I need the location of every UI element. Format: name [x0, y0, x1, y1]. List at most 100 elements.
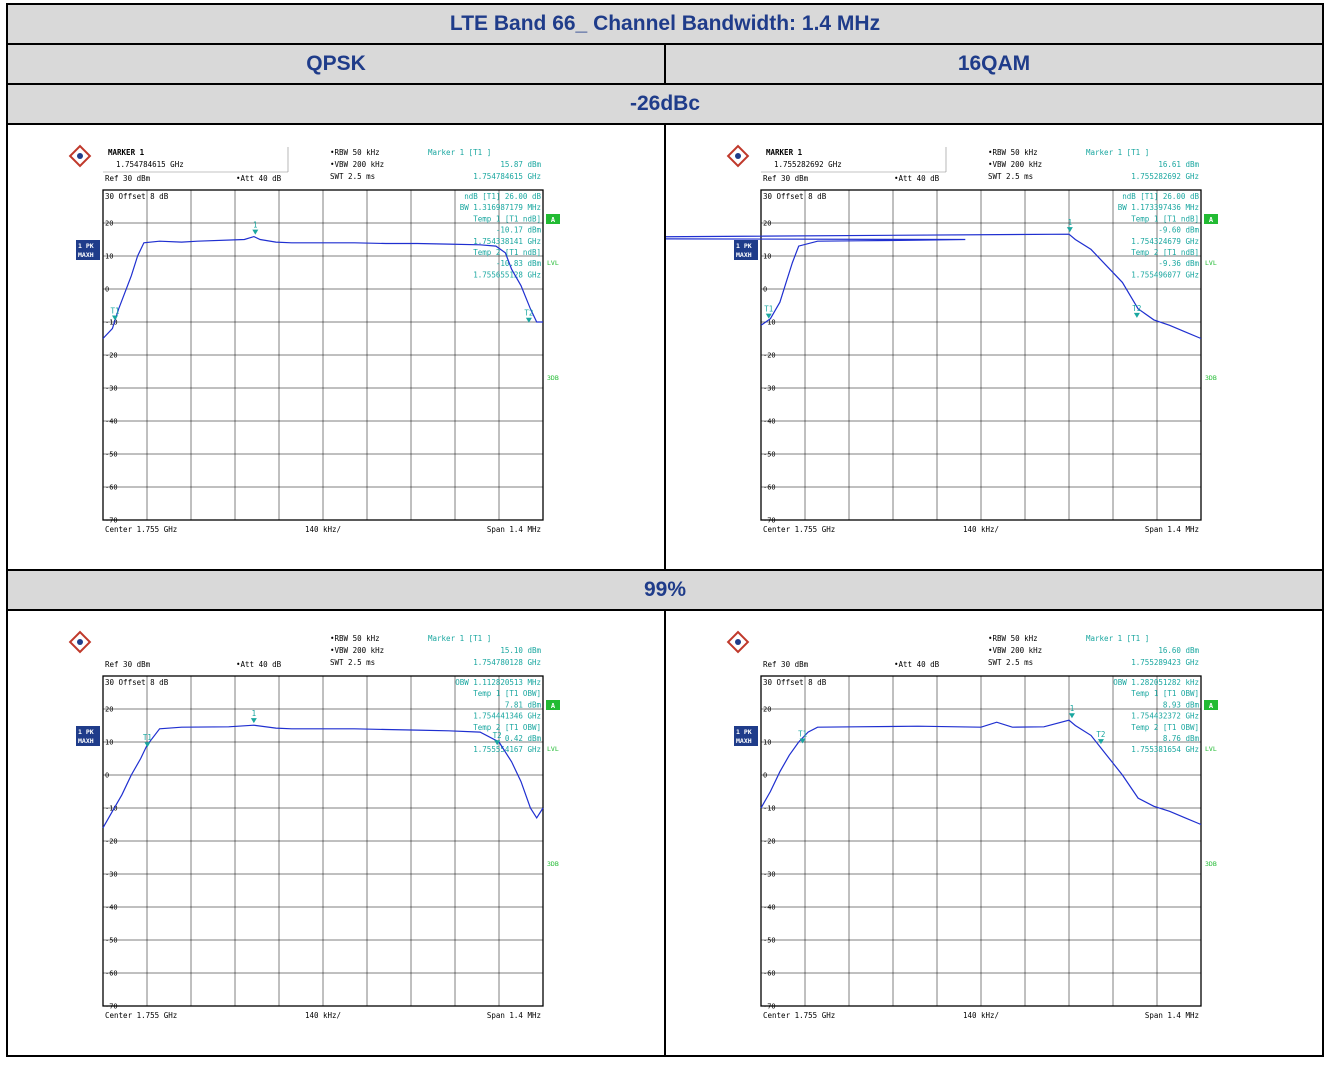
measurement-text: Temp 2 [T1 OBW] [1131, 723, 1199, 732]
measurement-text: Temp 2 [T1 ndB] [1131, 248, 1199, 257]
measurement-text: OBW 1.282051282 kHz [1113, 678, 1199, 687]
marker-triangle-icon [1097, 739, 1104, 745]
y-tick-label: 10 [763, 739, 771, 747]
measurement-text: 1.754338141 GHz [473, 237, 541, 246]
center-frequency-label: Center 1.755 GHz [105, 1011, 177, 1020]
marker-triangle-icon [799, 738, 806, 744]
marker-readout-title: Marker 1 [T1 ] [1086, 634, 1149, 643]
y-tick-label: -60 [763, 970, 776, 978]
rs-logo-icon-center [735, 153, 741, 159]
y-tick-label: 10 [763, 253, 771, 261]
attenuation-label: •Att 40 dB [894, 174, 940, 183]
measurement-text: Temp 1 [T1 ndB] [1131, 214, 1199, 223]
trace-a-label: A [1209, 702, 1214, 710]
attenuation-label: •Att 40 dB [236, 174, 282, 183]
col-header-qpsk: QPSK [6, 43, 666, 85]
marker-readout-title: Marker 1 [T1 ] [428, 148, 491, 157]
measurement-text: 1.755655128 GHz [473, 270, 541, 279]
span-label: Span 1.4 MHz [487, 525, 541, 534]
y-tick-label: -40 [763, 904, 776, 912]
trace-a-label: A [1209, 216, 1214, 224]
measurement-text: 7.81 dBm [505, 700, 542, 709]
y-tick-label: 20 [105, 706, 113, 714]
measurement-text: OBW 1.112820513 MHz [455, 678, 541, 687]
marker-label: 1 [252, 709, 257, 718]
y-tick-label: -30 [105, 385, 118, 393]
y-tick-label: 0 [105, 286, 109, 294]
y-tick-label: -10 [105, 319, 118, 327]
y-tick-label: -50 [763, 937, 776, 945]
marker-label: 1 [1070, 704, 1075, 713]
y-tick-label: -60 [105, 970, 118, 978]
marker-label: T2 [1096, 730, 1105, 739]
measurement-text: 1.754432372 GHz [1131, 712, 1199, 721]
x-scale-label: 140 kHz/ [305, 1011, 341, 1020]
marker-label: T2 [1132, 304, 1141, 313]
measurement-text: 1.754441346 GHz [473, 712, 541, 721]
y-tick-label: 0 [763, 772, 767, 780]
center-frequency-label: Center 1.755 GHz [763, 1011, 835, 1020]
y-tick-label: 20 [763, 220, 771, 228]
marker-readout-freq: 1.755282692 GHz [1131, 172, 1199, 181]
x-scale-label: 140 kHz/ [305, 525, 341, 534]
y-tick-label: -40 [105, 418, 118, 426]
marker-label: 1 [253, 221, 258, 230]
section-header-26dbc: -26dBc [6, 83, 1324, 125]
spectrum-trace [102, 235, 543, 339]
table-title: LTE Band 66_ Channel Bandwidth: 1.4 MHz [6, 3, 1324, 45]
marker-triangle-icon [494, 740, 501, 746]
db-label: 3DB [547, 860, 559, 868]
marker-triangle-icon [1133, 312, 1140, 318]
y-tick-label: -20 [763, 352, 776, 360]
marker-triangle-icon [1068, 713, 1075, 719]
attenuation-label: •Att 40 dB [236, 660, 282, 669]
trace-mode-badge [734, 726, 758, 746]
setting-label: •VBW 200 kHz [988, 160, 1042, 169]
marker-label: T1 [798, 730, 807, 739]
spectrum-plot-26dbc-qpsk: MARKER 1 1.754784615 GHz •RBW 50 kHz •VBW 2… [68, 144, 560, 534]
y-tick-label: -70 [763, 1003, 776, 1011]
setting-label: •VBW 200 kHz [330, 160, 384, 169]
span-label: Span 1.4 MHz [487, 1011, 541, 1020]
marker-top-freq: 1.754784615 GHz [116, 160, 184, 169]
spectrum-trace [102, 724, 544, 829]
span-label: Span 1.4 MHz [1145, 1011, 1199, 1020]
trace-mode-badge [76, 240, 100, 260]
measurement-text: BW 1.316987179 MHz [460, 203, 541, 212]
setting-label: SWT 2.5 ms [330, 658, 375, 667]
setting-label: SWT 2.5 ms [988, 658, 1033, 667]
y-tick-label: -10 [763, 319, 776, 327]
marker-triangle-icon [144, 742, 151, 748]
trace-mode-label: 1 PK [78, 728, 94, 736]
setting-label: SWT 2.5 ms [988, 172, 1033, 181]
y-tick-label: 20 [105, 220, 113, 228]
ref-level-label: Ref 30 dBm [105, 174, 151, 183]
rs-logo-icon-center [77, 639, 83, 645]
attenuation-label: •Att 40 dB [894, 660, 940, 669]
chart-cell: •RBW 50 kHz •VBW 200 kHz SWT 2.5 ms Ref 30… [6, 609, 666, 1057]
marker-triangle-icon [111, 315, 118, 321]
setting-label: •RBW 50 kHz [988, 634, 1038, 643]
marker-label: T2 [493, 731, 502, 740]
trace-a-badge [1204, 700, 1218, 710]
trace-a-badge [546, 700, 560, 710]
measurement-text: ndB [T1] 26.00 dB [1122, 192, 1199, 201]
marker-triangle-icon [1066, 227, 1073, 233]
measurement-text: Temp 2 [T1 OBW] [473, 723, 541, 732]
lvl-label: LVL [547, 259, 559, 267]
y-tick-label: 0 [763, 286, 767, 294]
marker-triangle-icon [250, 718, 257, 724]
marker-label: T2 [524, 309, 533, 318]
measurement-text: -10.17 dBm [496, 226, 542, 235]
offset-label: 30 Offset 8 dB [105, 192, 169, 201]
offset-label: 30 Offset 8 dB [763, 192, 827, 201]
measurement-text: ndB [T1] 26.00 dB [464, 192, 541, 201]
trace-mode-badge [76, 726, 100, 746]
marker-readout-level: 15.10 dBm [500, 646, 541, 655]
y-tick-label: -30 [763, 871, 776, 879]
marker-top-freq: 1.755282692 GHz [774, 160, 842, 169]
marker-readout-level: 16.60 dBm [1158, 646, 1199, 655]
section-header-99: 99% [6, 569, 1324, 611]
measurement-text: Temp 1 [T1 OBW] [473, 689, 541, 698]
spectrum-plot-99-16qam: •RBW 50 kHz •VBW 200 kHz SWT 2.5 ms Ref 30… [726, 630, 1218, 1020]
